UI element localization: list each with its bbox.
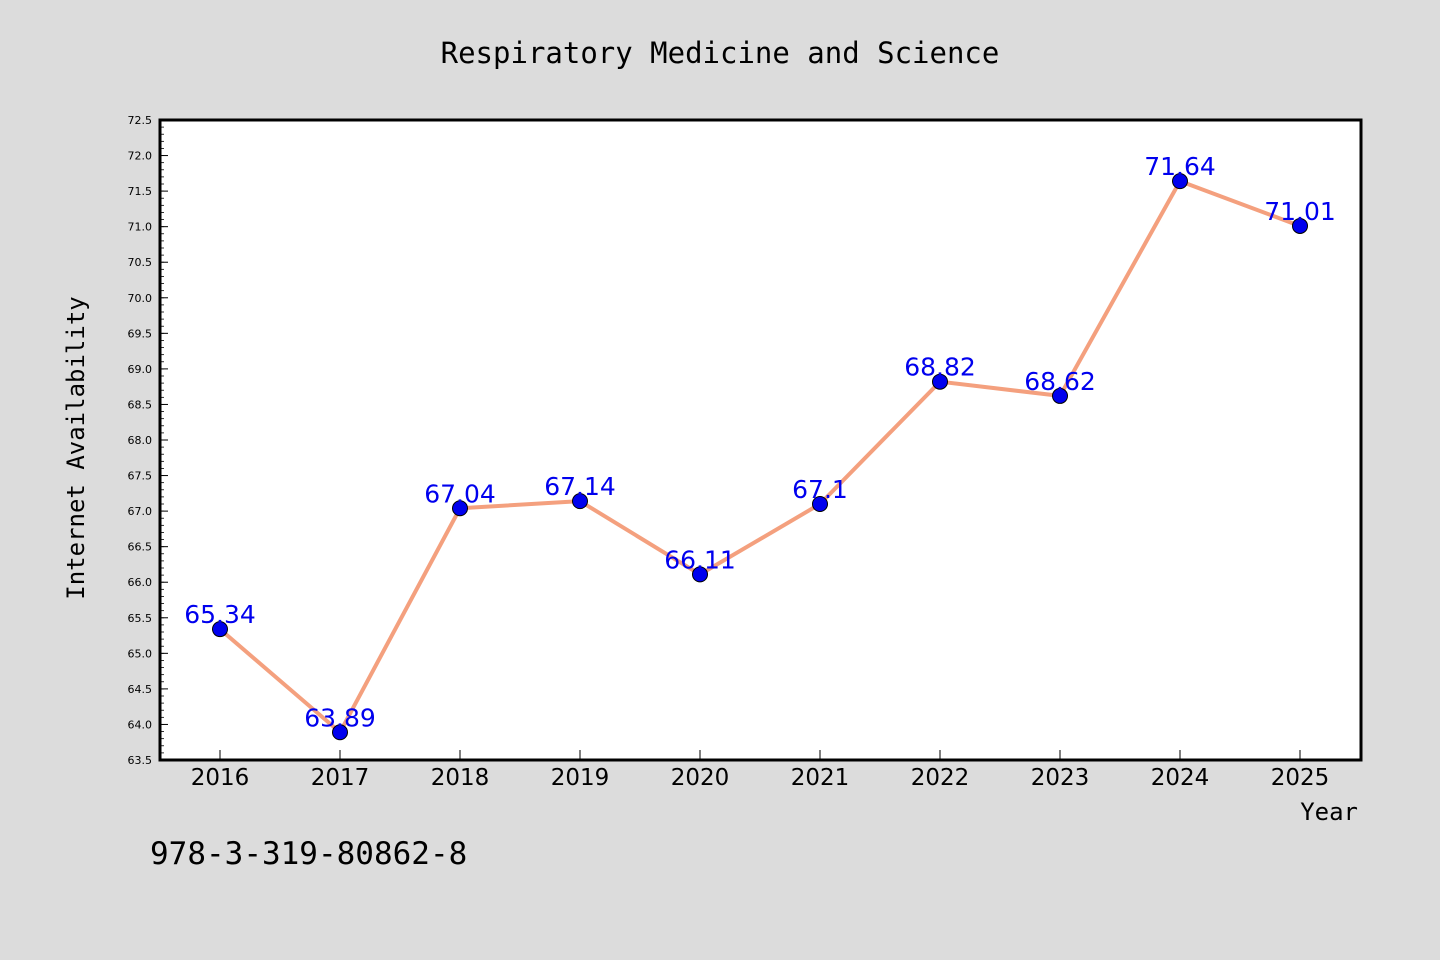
x-tick-label-4: 2020 (671, 765, 730, 791)
y-tick-label-3: 65.0 (128, 647, 153, 660)
data-label-2025: 71.01 (1264, 197, 1336, 226)
data-point-2025 (1292, 217, 1308, 234)
x-tick-label-2: 2018 (431, 765, 490, 791)
x-tick-label-7: 2023 (1031, 765, 1090, 791)
x-tick-label-3: 2019 (551, 765, 610, 791)
data-point-2021 (812, 496, 828, 512)
data-label-2018: 67.04 (424, 479, 496, 508)
y-tick-label-6: 66.5 (128, 541, 153, 554)
x-tick-label-6: 2022 (911, 765, 970, 791)
data-label-2019: 67.14 (544, 472, 616, 501)
y-tick-label-10: 68.5 (128, 398, 153, 411)
data-label-2017: 63.89 (304, 703, 376, 732)
data-label-2024: 71.64 (1144, 152, 1216, 181)
data-point-2022 (932, 373, 948, 390)
y-tick-label-0: 63.5 (128, 754, 153, 767)
y-tick-label-12: 69.5 (128, 327, 153, 340)
data-point-2024 (1172, 173, 1188, 190)
x-tick-label-1: 2017 (311, 765, 370, 791)
data-point-2018 (452, 500, 468, 517)
y-tick-label-1: 64.0 (128, 718, 153, 731)
y-tick-label-15: 71.0 (128, 221, 153, 234)
ticks-layer: 63.5 64.0 64.5 65.0 65.5 66.0 66.5 67.0 67.5 68.0… (128, 114, 1330, 791)
caption-isbn: 978-3-319-80862-8 (150, 836, 467, 872)
data-label-2022: 68.82 (904, 353, 976, 382)
y-tick-label-7: 67.0 (128, 505, 153, 518)
series-layer: 65.34 63.89 67.04 67.14 66.11 67.1 68.82 68.62 7… (184, 152, 1336, 741)
y-tick-label-9: 68.0 (128, 434, 153, 447)
data-label-2020: 66.11 (664, 545, 736, 574)
x-tick-label-8: 2024 (1151, 765, 1210, 791)
data-label-2016: 65.34 (184, 600, 256, 629)
y-tick-label-13: 70.0 (128, 292, 153, 305)
data-point-2017 (332, 724, 348, 741)
series-line-0 (218, 179, 1301, 735)
data-label-2021: 67.1 (792, 475, 848, 504)
plot-frame (158, 118, 1363, 762)
x-tick-label-5: 2021 (791, 765, 850, 791)
y-tick-label-11: 69.0 (128, 363, 153, 376)
chart-title: Respiratory Medicine and Science (441, 36, 1000, 70)
data-point-2019 (572, 493, 588, 510)
data-label-2023: 68.62 (1024, 367, 1096, 396)
y-tick-label-8: 67.5 (128, 470, 153, 483)
data-point-2023 (1052, 387, 1068, 404)
data-point-2016 (212, 621, 228, 638)
y-tick-label-17: 72.0 (128, 150, 153, 163)
x-axis-label: Year (1300, 798, 1358, 826)
x-tick-label-0: 2016 (191, 765, 250, 791)
y-tick-label-16: 71.5 (128, 185, 153, 198)
y-tick-label-14: 70.5 (128, 256, 153, 269)
plot-area (160, 120, 1361, 760)
y-tick-label-18: 72.5 (128, 114, 153, 127)
y-axis-label: Internet Availability (62, 296, 90, 599)
x-tick-label-9: 2025 (1271, 765, 1330, 791)
y-tick-label-5: 66.0 (128, 576, 153, 589)
y-tick-label-4: 65.5 (128, 612, 153, 625)
data-point-2020 (692, 566, 708, 583)
y-tick-label-2: 64.5 (128, 683, 153, 696)
